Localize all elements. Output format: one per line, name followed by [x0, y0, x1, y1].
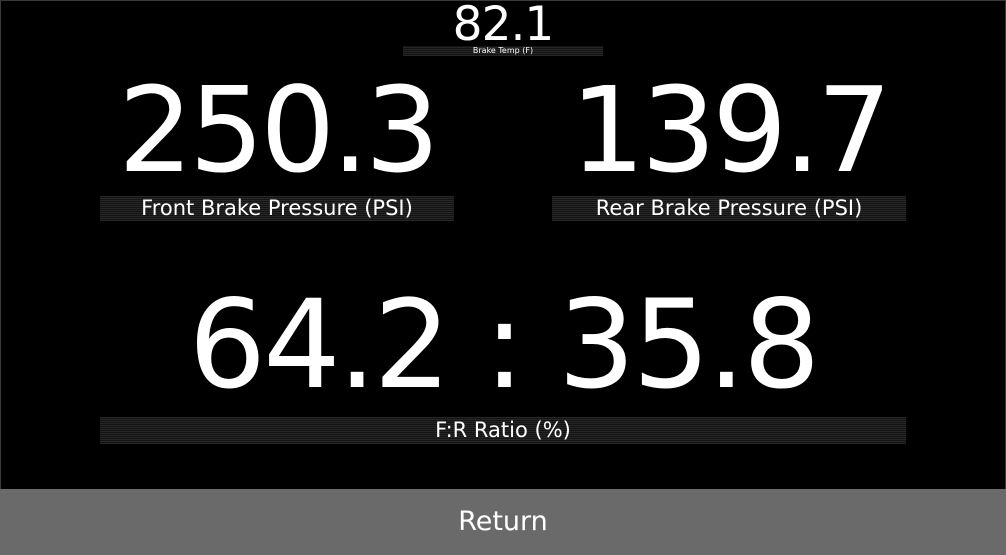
- front-brake-pressure-label: Front Brake Pressure (PSI): [100, 196, 454, 221]
- brake-temp-label: Brake Temp (F): [403, 46, 603, 56]
- rear-brake-pressure-value: 139.7: [570, 61, 892, 199]
- front-rear-ratio-label: F:R Ratio (%): [100, 417, 906, 444]
- front-rear-ratio-value: 64.2 : 35.8: [188, 274, 821, 416]
- rear-brake-pressure-label: Rear Brake Pressure (PSI): [552, 196, 906, 221]
- return-button[interactable]: Return: [0, 489, 1006, 555]
- front-brake-pressure-value: 250.3: [118, 61, 440, 199]
- brake-temp-value: 82.1: [452, 0, 555, 52]
